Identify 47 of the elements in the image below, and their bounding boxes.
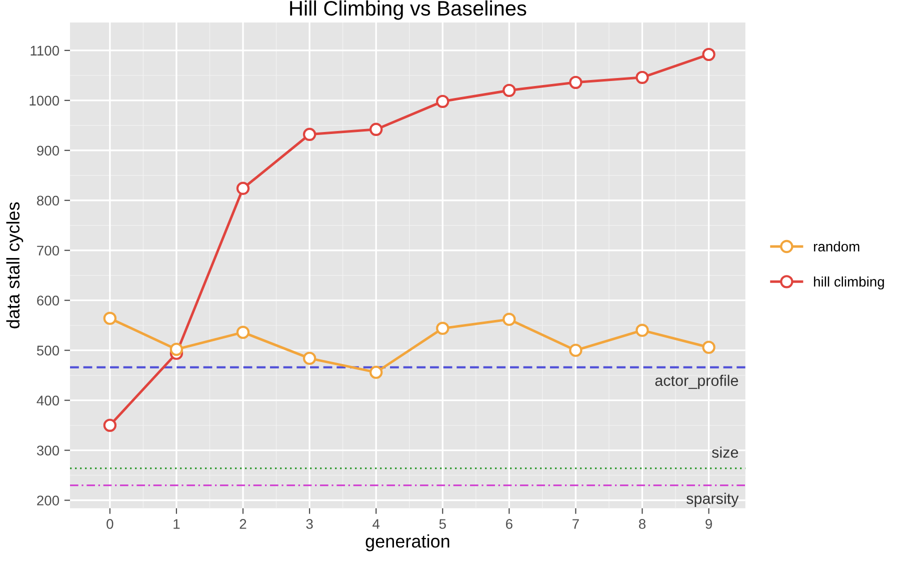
x-tick-label: 0 xyxy=(106,519,114,529)
x-tick-label: 4 xyxy=(372,519,380,529)
point xyxy=(569,76,582,90)
y-tick-label: 900 xyxy=(37,146,60,156)
ref-line-label: actor_profile xyxy=(655,374,738,390)
point xyxy=(502,312,516,326)
point xyxy=(236,326,250,339)
y-tick-label: 700 xyxy=(37,246,60,256)
y-tick-label: 800 xyxy=(37,196,60,206)
x-tick-label: 5 xyxy=(439,519,446,529)
point xyxy=(170,342,184,356)
legend-label: random xyxy=(814,241,860,252)
y-axis-title: data stall cycles xyxy=(6,202,24,328)
x-tick-label: 7 xyxy=(572,519,579,529)
y-tick-label: 200 xyxy=(37,496,60,506)
point xyxy=(236,182,250,195)
ref-line-label: sparsity xyxy=(686,492,739,507)
legend-label: hill climbing xyxy=(814,276,884,290)
x-tick-label: 8 xyxy=(638,519,646,529)
x-tick-label: 9 xyxy=(706,519,712,529)
point xyxy=(502,84,516,98)
x-tick-label: 1 xyxy=(174,519,180,529)
x-tick-label: 2 xyxy=(240,519,246,529)
point xyxy=(436,322,450,335)
point xyxy=(569,344,582,357)
point xyxy=(302,352,316,365)
point xyxy=(369,366,383,379)
ref-line-label: size xyxy=(712,446,738,458)
point xyxy=(302,128,316,141)
point xyxy=(636,70,649,84)
chart-title: Hill Climbing vs Baselines xyxy=(290,0,526,20)
y-tick-label: 600 xyxy=(37,296,60,306)
point xyxy=(103,312,117,325)
point xyxy=(636,324,649,337)
x-tick-label: 6 xyxy=(506,519,512,529)
x-axis-title: generation xyxy=(366,534,450,552)
point xyxy=(702,48,716,62)
y-tick-label: 1100 xyxy=(30,46,60,56)
point xyxy=(436,94,450,108)
y-tick-label: 1000 xyxy=(30,96,60,106)
y-tick-label: 500 xyxy=(36,346,60,356)
x-tick-label: 3 xyxy=(306,519,313,529)
point xyxy=(702,340,716,354)
point xyxy=(103,418,117,432)
point xyxy=(369,122,383,136)
y-tick-label: 400 xyxy=(36,396,60,406)
y-tick-label: 300 xyxy=(36,446,60,456)
